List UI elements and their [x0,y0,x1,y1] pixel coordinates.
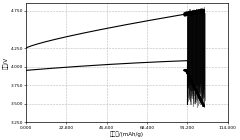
X-axis label: 比容量/(mAh/g): 比容量/(mAh/g) [110,131,144,136]
Y-axis label: 电压/V: 电压/V [3,57,9,69]
